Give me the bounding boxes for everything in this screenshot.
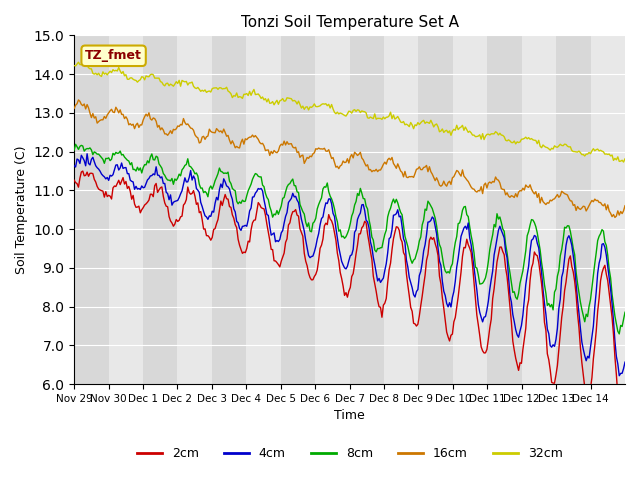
Bar bbox=[419, 36, 453, 384]
Bar bbox=[349, 36, 384, 384]
Y-axis label: Soil Temperature (C): Soil Temperature (C) bbox=[15, 145, 28, 274]
Bar bbox=[246, 36, 281, 384]
Bar bbox=[143, 36, 177, 384]
Bar bbox=[109, 36, 143, 384]
Bar bbox=[522, 36, 556, 384]
Bar bbox=[177, 36, 212, 384]
Bar bbox=[212, 36, 246, 384]
Title: Tonzi Soil Temperature Set A: Tonzi Soil Temperature Set A bbox=[241, 15, 459, 30]
Bar bbox=[74, 36, 109, 384]
Legend: 2cm, 4cm, 8cm, 16cm, 32cm: 2cm, 4cm, 8cm, 16cm, 32cm bbox=[132, 442, 568, 465]
Bar bbox=[487, 36, 522, 384]
Bar bbox=[315, 36, 349, 384]
Bar bbox=[453, 36, 487, 384]
Bar bbox=[591, 36, 625, 384]
Bar bbox=[281, 36, 315, 384]
Bar bbox=[556, 36, 591, 384]
Text: TZ_fmet: TZ_fmet bbox=[85, 49, 142, 62]
X-axis label: Time: Time bbox=[334, 409, 365, 422]
Bar bbox=[384, 36, 419, 384]
